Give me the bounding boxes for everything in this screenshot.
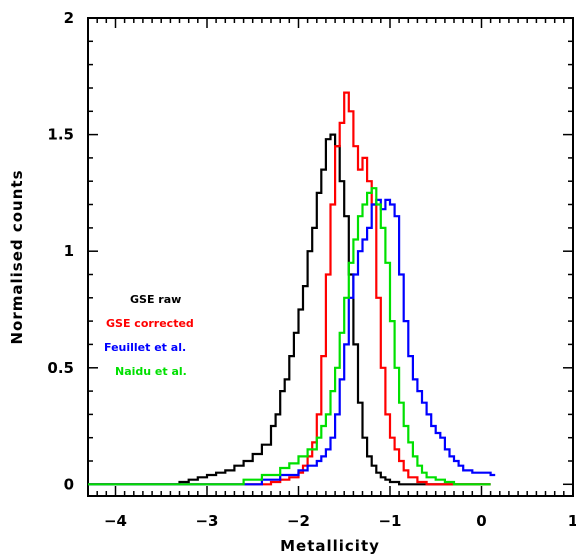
x-tick-label: −4: [104, 512, 127, 530]
series-lines: [88, 91, 496, 486]
y-tick-label: 0.5: [47, 359, 74, 377]
y-tick-label: 1: [64, 242, 74, 260]
y-tick-label: 1.5: [47, 126, 74, 144]
axis-ticks: [87, 17, 574, 496]
legend-label: Feuillet et al.: [104, 341, 186, 354]
y-axis-title: Normalised counts: [8, 169, 26, 344]
y-tick-label: 2: [64, 9, 74, 27]
x-tick-label: −1: [378, 512, 401, 530]
y-tick-label: 0: [64, 475, 74, 493]
series-line: [88, 198, 496, 486]
x-tick-label: −3: [195, 512, 218, 530]
x-tick-label: 1: [568, 512, 576, 530]
x-axis-title: Metallicity: [280, 537, 380, 555]
tick-labels: −4 −3 −2 −1 0 1 0 0.5 1 1.5 2: [47, 9, 576, 530]
x-tick-label: −2: [287, 512, 310, 530]
series-line: [88, 133, 491, 486]
legend-label: GSE corrected: [106, 317, 194, 330]
legend-label: GSE raw: [130, 293, 181, 306]
x-tick-label: 0: [476, 512, 486, 530]
series-line: [88, 187, 491, 486]
legend: GSE raw GSE corrected Feuillet et al. Naidu…: [104, 293, 194, 378]
plot-frame: [87, 17, 574, 497]
legend-label: Naidu et al.: [115, 365, 187, 378]
